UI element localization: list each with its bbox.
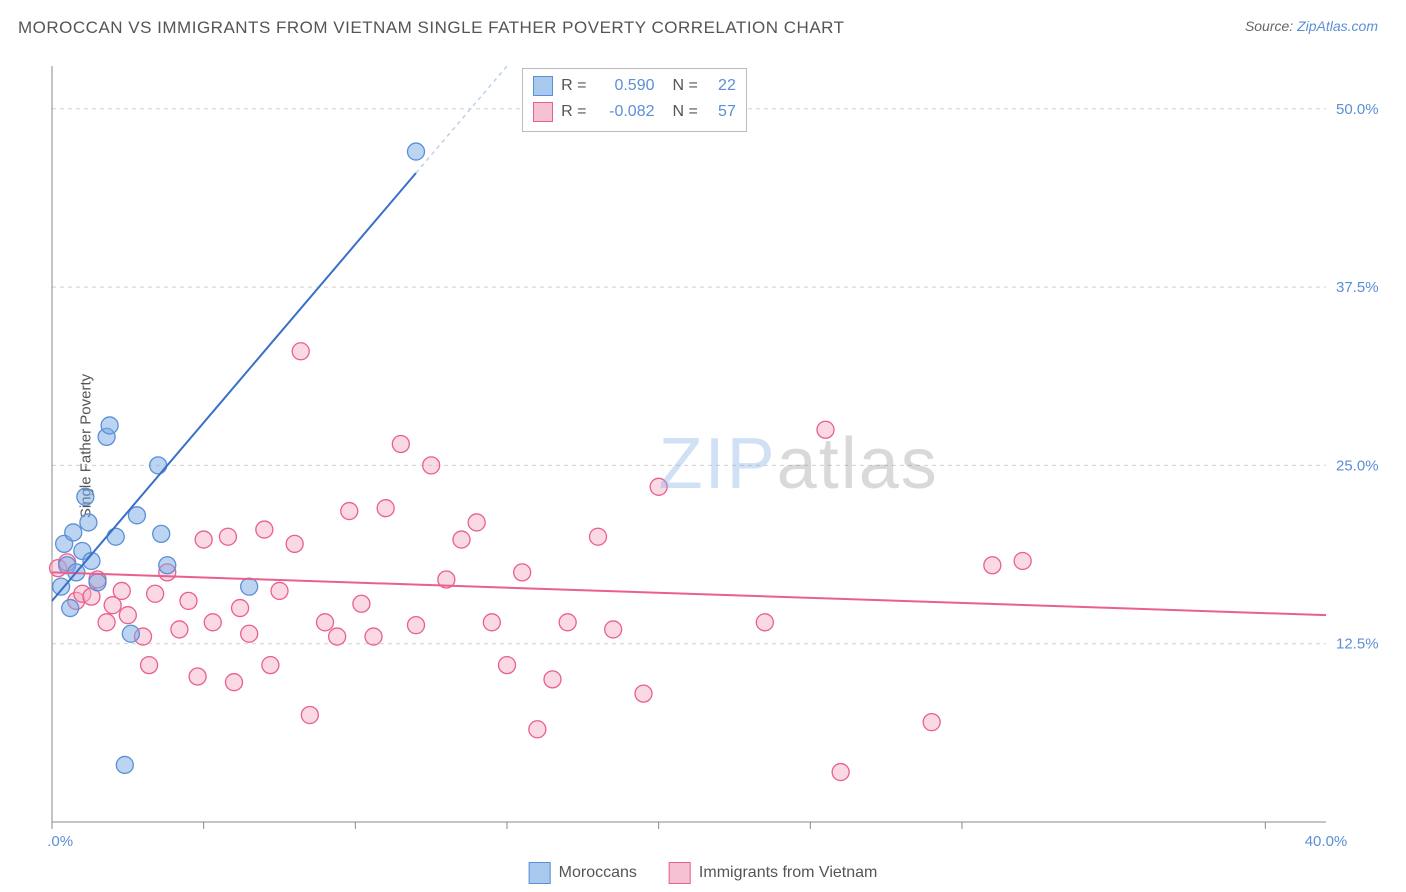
plot-area: 12.5%25.0%37.5%50.0%0.0%40.0% ZIPatlas R… xyxy=(48,48,1396,852)
scatter-chart: 12.5% 25.0% 37.5% 50.0% 0.0% 40.0% xyxy=(48,48,1396,852)
source-link[interactable]: ZipAtlas.com xyxy=(1297,18,1378,34)
stats-swatch-blue xyxy=(533,76,553,96)
chart-legend: Moroccans Immigrants from Vietnam xyxy=(529,862,878,884)
svg-text:25.0%: 25.0% xyxy=(1336,457,1379,474)
legend-item-pink: Immigrants from Vietnam xyxy=(669,862,877,884)
svg-text:37.5%: 37.5% xyxy=(1336,279,1379,296)
svg-text:12.5%: 12.5% xyxy=(1336,636,1379,653)
correlation-stats-box: R = 0.590 N = 22 R = -0.082 N = 57 xyxy=(522,68,747,132)
legend-label-pink: Immigrants from Vietnam xyxy=(699,864,877,882)
stats-row-pink: R = -0.082 N = 57 xyxy=(533,99,736,125)
legend-swatch-pink xyxy=(669,862,691,884)
chart-header: MOROCCAN VS IMMIGRANTS FROM VIETNAM SING… xyxy=(0,0,1406,46)
r-value-blue: 0.590 xyxy=(595,73,655,99)
n-label-2: N = xyxy=(673,99,698,125)
source-label: Source: xyxy=(1245,18,1293,34)
r-label-2: R = xyxy=(561,99,586,125)
legend-label-blue: Moroccans xyxy=(559,864,637,882)
chart-title: MOROCCAN VS IMMIGRANTS FROM VIETNAM SING… xyxy=(18,18,845,38)
svg-text:50.0%: 50.0% xyxy=(1336,101,1379,118)
n-value-blue: 22 xyxy=(706,73,736,99)
source-attribution: Source: ZipAtlas.com xyxy=(1245,18,1378,34)
stats-swatch-pink xyxy=(533,102,553,122)
svg-text:40.0%: 40.0% xyxy=(1305,833,1348,850)
n-label: N = xyxy=(673,73,698,99)
r-value-pink: -0.082 xyxy=(595,99,655,125)
n-value-pink: 57 xyxy=(706,99,736,125)
svg-text:0.0%: 0.0% xyxy=(48,833,73,850)
legend-item-blue: Moroccans xyxy=(529,862,637,884)
stats-row-blue: R = 0.590 N = 22 xyxy=(533,73,736,99)
r-label: R = xyxy=(561,73,586,99)
legend-swatch-blue xyxy=(529,862,551,884)
